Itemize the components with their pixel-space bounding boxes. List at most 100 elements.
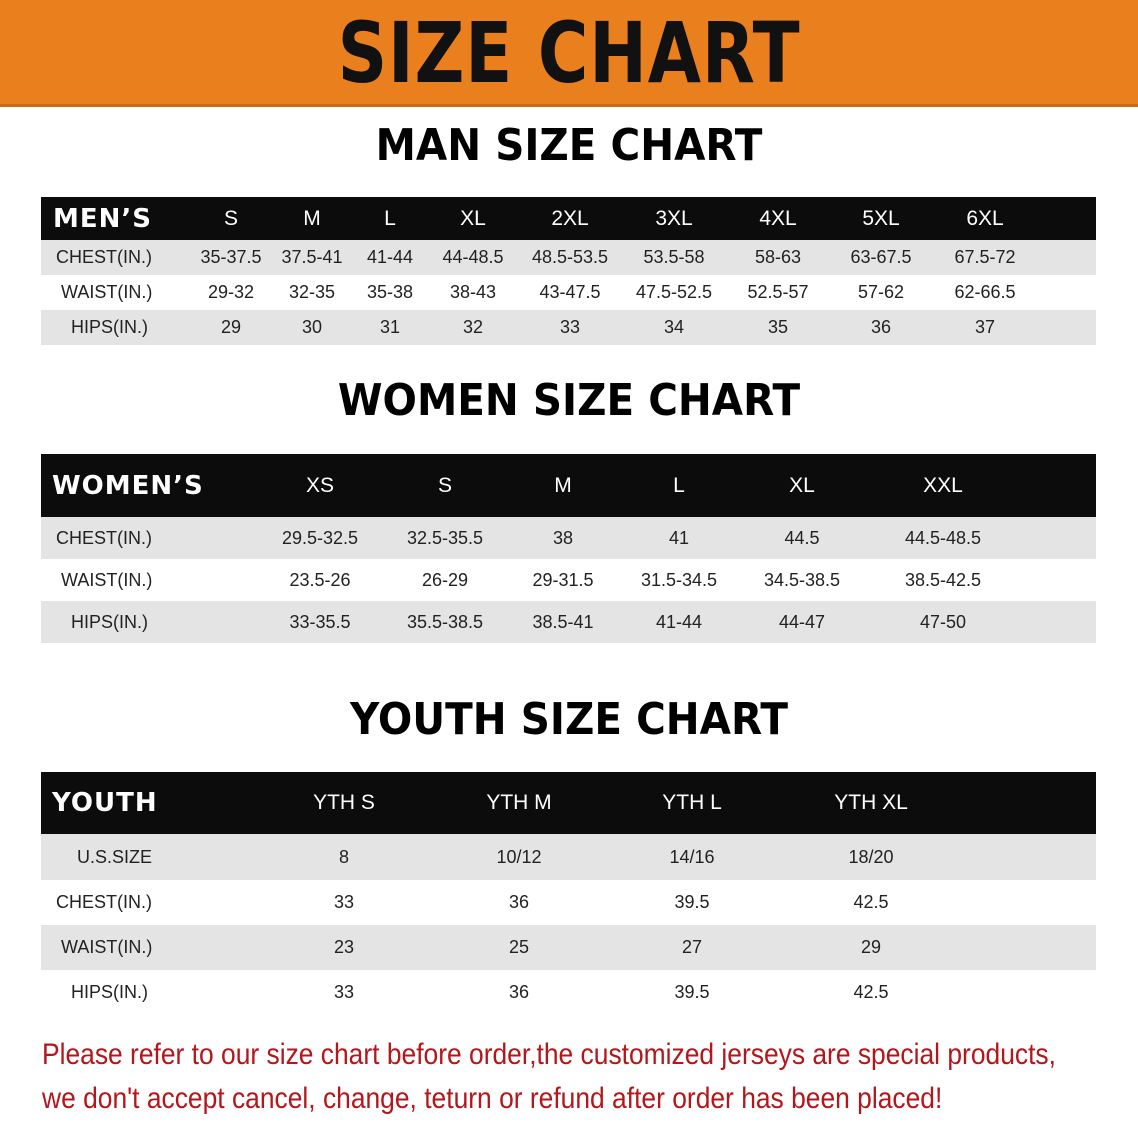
table-cell: 18/20 xyxy=(848,846,894,867)
table-row: WAIST(IN.) 23 25 27 29 xyxy=(41,925,1096,970)
women-section-title: WOMEN SIZE CHART xyxy=(337,375,801,426)
table-cell: 35-37.5 xyxy=(200,247,262,267)
table-cell: 44-48.5 xyxy=(442,247,504,267)
table-cell: 29.5-32.5 xyxy=(281,527,359,548)
table-cell: 38-43 xyxy=(449,282,497,302)
size-header: XS xyxy=(305,473,335,497)
table-row: WAIST(IN.) 29-32 32-35 35-38 38-43 43-47.5 47.… xyxy=(41,275,1096,310)
table-cell: 32.5-35.5 xyxy=(406,527,484,548)
table-cell: 39.5 xyxy=(674,892,710,912)
youth-size-table: YOUTH YTH S YTH M YTH L YTH XL U.S.SIZE 8 10/12… xyxy=(41,772,1096,1015)
row-label: CHEST(IN.) xyxy=(56,247,152,267)
table-cell: 34 xyxy=(663,317,685,337)
table-cell: 31.5-34.5 xyxy=(640,569,718,590)
table-cell: 26-29 xyxy=(421,569,469,590)
table-row: CHEST(IN.) 33 36 39.5 42.5 xyxy=(41,880,1096,925)
table-row: U.S.SIZE 8 10/12 14/16 18/20 xyxy=(41,834,1096,880)
size-header: YTH XL xyxy=(834,791,908,814)
size-header: L xyxy=(384,206,396,230)
size-header: S xyxy=(223,206,239,230)
table-cell: 38.5-41 xyxy=(532,611,594,632)
header-row: WOMEN’S XS S M L XL XXL xyxy=(41,454,1096,517)
table-cell: 33 xyxy=(333,892,355,912)
size-header: XL xyxy=(789,473,815,497)
table-cell: 38.5-42.5 xyxy=(904,569,982,590)
table-cell: 36 xyxy=(508,892,530,912)
row-label: WAIST(IN.) xyxy=(61,937,153,957)
table-cell: 41-44 xyxy=(655,611,703,632)
size-header: XL xyxy=(460,206,486,230)
table-cell: 27 xyxy=(681,937,703,957)
size-header: 6XL xyxy=(966,206,1004,230)
page-title: SIZE CHART xyxy=(337,4,801,102)
notice-line-1: Please refer to our size chart before or… xyxy=(42,1038,1056,1071)
row-label: WAIST(IN.) xyxy=(61,282,153,302)
women-size-table: WOMEN’S XS S M L XL XXL CHEST(IN.) 29.5-32.5 32.5… xyxy=(41,454,1096,643)
table-title: YOUTH xyxy=(52,788,158,818)
row-label: U.S.SIZE xyxy=(77,846,153,867)
table-cell: 44.5 xyxy=(784,527,820,548)
size-header: L xyxy=(673,473,685,497)
table-cell: 14/16 xyxy=(669,846,715,867)
header-row: MEN’S S M L XL 2XL 3XL 4XL 5XL 6XL xyxy=(41,197,1096,240)
row-label: CHEST(IN.) xyxy=(56,892,152,912)
row-label: HIPS(IN.) xyxy=(71,982,149,1002)
size-header: YTH S xyxy=(313,791,375,814)
size-header: 2XL xyxy=(551,206,589,230)
size-header: 4XL xyxy=(759,206,797,230)
table-cell: 57-62 xyxy=(857,282,905,302)
youth-section-title: YOUTH SIZE CHART xyxy=(350,694,788,745)
table-title: WOMEN’S xyxy=(52,470,204,501)
table-row: HIPS(IN.) 33 36 39.5 42.5 xyxy=(41,970,1096,1015)
table-cell: 23.5-26 xyxy=(289,569,351,590)
table-cell: 48.5-53.5 xyxy=(531,247,609,267)
row-label: CHEST(IN.) xyxy=(56,527,152,548)
table-cell: 32 xyxy=(462,317,484,337)
table-cell: 52.5-57 xyxy=(747,282,809,302)
table-cell: 36 xyxy=(508,982,530,1002)
table-cell: 62-66.5 xyxy=(954,282,1016,302)
size-header: 3XL xyxy=(655,206,693,230)
table-cell: 29 xyxy=(860,937,882,957)
table-cell: 10/12 xyxy=(496,846,542,867)
table-cell: 63-67.5 xyxy=(850,247,912,267)
table-cell: 44-47 xyxy=(778,611,826,632)
notice-line-2: we don't accept cancel, change, teturn o… xyxy=(42,1082,943,1115)
size-header: XXL xyxy=(923,473,963,497)
table-row: CHEST(IN.) 35-37.5 37.5-41 41-44 44-48.5 48.5… xyxy=(41,240,1096,275)
table-cell: 33 xyxy=(333,982,355,1002)
header-row: YOUTH YTH S YTH M YTH L YTH XL xyxy=(41,772,1096,834)
table-cell: 35-38 xyxy=(366,282,414,302)
table-cell: 33 xyxy=(559,317,581,337)
table-cell: 29-32 xyxy=(207,282,255,302)
table-cell: 39.5 xyxy=(674,982,710,1002)
size-header: M xyxy=(303,206,321,230)
table-cell: 25 xyxy=(508,937,530,957)
row-label: HIPS(IN.) xyxy=(71,317,149,337)
table-cell: 31 xyxy=(379,317,401,337)
row-label: WAIST(IN.) xyxy=(61,569,153,590)
table-cell: 23 xyxy=(333,937,355,957)
table-cell: 37 xyxy=(974,317,996,337)
table-cell: 43-47.5 xyxy=(539,282,601,302)
table-title: MEN’S xyxy=(53,203,152,234)
row-label: HIPS(IN.) xyxy=(71,611,149,632)
table-cell: 34.5-38.5 xyxy=(763,569,841,590)
men-section-title: MAN SIZE CHART xyxy=(375,120,763,171)
table-cell: 32-35 xyxy=(288,282,336,302)
size-header: YTH M xyxy=(486,791,552,814)
table-row: CHEST(IN.) 29.5-32.5 32.5-35.5 38 41 44.5 44.5… xyxy=(41,517,1096,559)
table-cell: 29-31.5 xyxy=(532,569,594,590)
table-cell: 42.5 xyxy=(853,892,889,912)
men-size-table: MEN’S S M L XL 2XL 3XL 4XL 5XL 6XL CHEST(IN.) 35-37… xyxy=(41,197,1096,345)
table-cell: 42.5 xyxy=(853,982,889,1002)
table-cell: 41-44 xyxy=(366,247,414,267)
table-cell: 33-35.5 xyxy=(289,611,351,632)
table-cell: 53.5-58 xyxy=(643,247,705,267)
table-cell: 38 xyxy=(552,527,574,548)
size-header: S xyxy=(437,473,453,497)
table-cell: 36 xyxy=(870,317,892,337)
table-cell: 67.5-72 xyxy=(954,247,1016,267)
table-cell: 37.5-41 xyxy=(281,247,343,267)
table-cell: 35.5-38.5 xyxy=(406,611,484,632)
